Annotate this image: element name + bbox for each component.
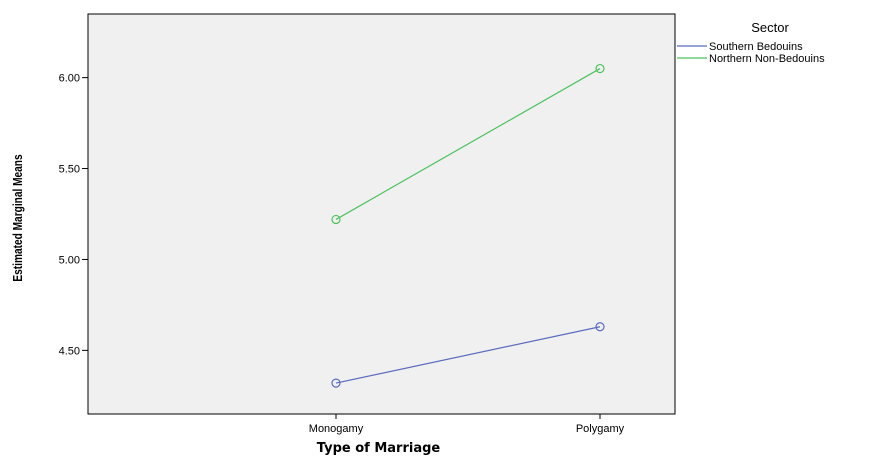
data-point bbox=[595, 63, 605, 74]
x-axis: Monogamy Polygamy bbox=[309, 414, 625, 435]
data-point bbox=[331, 214, 341, 225]
legend-title: Sector bbox=[751, 20, 789, 35]
legend-item: Southern Bedouins bbox=[677, 41, 803, 53]
y-axis: 4.50 5.00 5.50 6.00 bbox=[59, 73, 88, 357]
y-tick-label: 5.00 bbox=[59, 254, 80, 266]
plot-area bbox=[87, 13, 676, 415]
series-northern-non-bedouins bbox=[331, 63, 605, 225]
legend-label: Northern Non-Bedouins bbox=[709, 53, 825, 65]
series-group bbox=[331, 63, 605, 388]
x-axis-title: Type of Marriage bbox=[317, 441, 441, 456]
data-point bbox=[331, 378, 341, 388]
y-tick-label: 6.00 bbox=[59, 73, 80, 85]
legend-item: Northern Non-Bedouins bbox=[677, 53, 825, 65]
x-tick-label-polygamy: Polygamy bbox=[576, 423, 625, 435]
x-tick-label-monogamy: Monogamy bbox=[309, 423, 364, 435]
legend-label: Southern Bedouins bbox=[709, 41, 803, 53]
series-line bbox=[335, 68, 601, 220]
y-tick-label: 5.50 bbox=[59, 164, 80, 176]
y-tick-label: 4.50 bbox=[59, 345, 80, 357]
data-point bbox=[595, 322, 605, 332]
y-axis-title: Estimated Marginal Means bbox=[11, 154, 25, 281]
series-southern-bedouins bbox=[331, 322, 605, 388]
series-line bbox=[335, 326, 601, 384]
